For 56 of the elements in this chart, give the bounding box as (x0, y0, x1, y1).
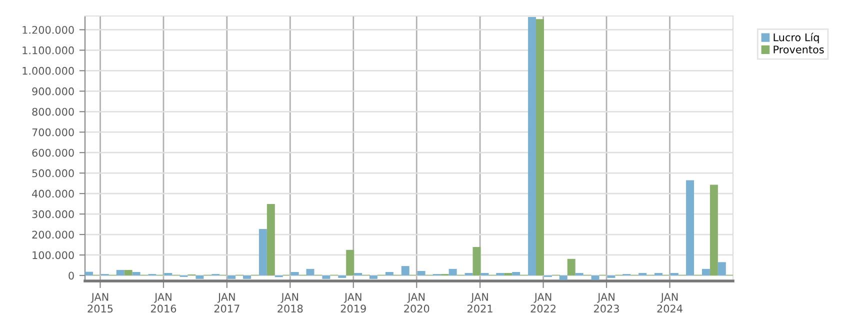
bar (607, 275, 616, 278)
bar (512, 272, 520, 276)
y-tick-label: 900.000 (32, 87, 74, 96)
y-tick-label: 700.000 (32, 128, 74, 136)
bar (536, 19, 544, 276)
x-tick-label: JAN 2019 (340, 293, 366, 313)
bar (132, 272, 140, 276)
bar (266, 204, 275, 276)
x-tick-label: JAN 2016 (150, 293, 176, 313)
bar (417, 270, 426, 276)
bar (686, 180, 694, 276)
x-tick-label: JAN 2018 (278, 293, 303, 313)
bar (85, 272, 93, 276)
bar (472, 247, 481, 276)
y-tick-label: 200.000 (32, 230, 74, 239)
bar (448, 268, 457, 276)
x-tick-label: JAN 2017 (214, 293, 240, 313)
y-tick-label: 500.000 (32, 169, 74, 178)
y-tick-label: 100.000 (32, 251, 74, 260)
y-tick-label: 800.000 (32, 108, 74, 116)
bar (591, 275, 600, 280)
x-tick-label: JAN 2020 (404, 293, 430, 313)
y-tick-label: 1.200.000 (22, 26, 74, 34)
y-tick-label: 400.000 (32, 190, 74, 198)
bar (116, 270, 124, 276)
bar (338, 275, 346, 278)
bar (710, 184, 718, 276)
bar (369, 275, 378, 279)
bar (567, 258, 576, 276)
x-tick-label: JAN 2022 (530, 293, 556, 313)
legend-label: Proventos (774, 46, 824, 54)
x-tick-label: JAN 2024 (657, 293, 682, 313)
y-tick-label: 0 (68, 272, 74, 280)
y-tick-label: 1.100.000 (22, 46, 74, 54)
bar (385, 272, 394, 276)
bar (322, 275, 330, 279)
y-tick-label: 1.000.000 (22, 66, 74, 75)
bar (258, 228, 267, 276)
y-tick-label: 600.000 (32, 148, 74, 157)
bar (702, 268, 710, 276)
bar (124, 270, 132, 276)
legend-label: Lucro Líq (774, 32, 819, 44)
bar (346, 250, 354, 276)
bar (559, 275, 568, 280)
bar (401, 266, 410, 276)
bar (228, 275, 236, 279)
x-tick-label: JAN 2023 (594, 293, 619, 313)
bar (306, 268, 314, 276)
bar (290, 272, 299, 276)
bar (528, 17, 536, 276)
bar (718, 262, 726, 276)
bar (196, 275, 204, 279)
x-tick-label: JAN 2021 (468, 293, 492, 313)
y-tick-label: 300.000 (32, 210, 74, 218)
x-tick-label: JAN 2015 (88, 293, 113, 313)
bar (243, 275, 251, 279)
